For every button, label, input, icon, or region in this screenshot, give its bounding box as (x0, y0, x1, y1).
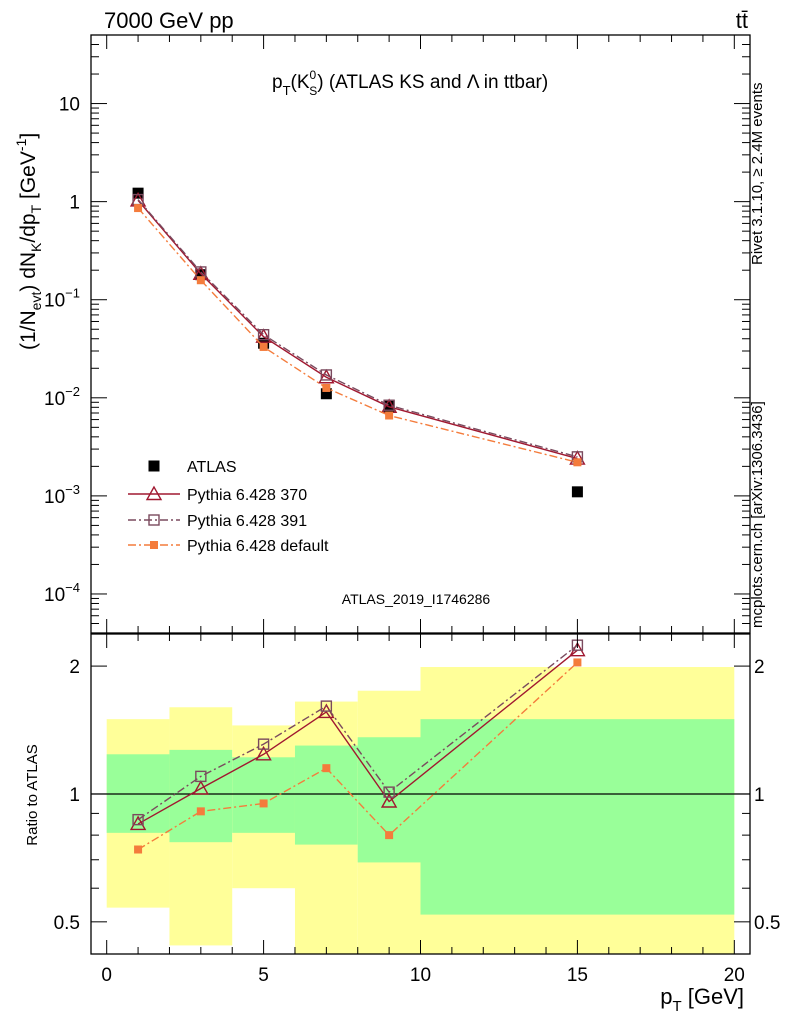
ratio-band-stat-5 (420, 719, 735, 915)
main-series-2-point-3 (320, 369, 333, 381)
ratio-series-0-point-0 (129, 815, 147, 831)
legend-marker-3 (150, 541, 158, 549)
main-series-2-point-2 (257, 328, 270, 341)
ratio-band-stat-4 (357, 737, 421, 863)
plot-title-mid-sub: S (309, 84, 317, 98)
main-series-2-line (137, 199, 578, 458)
plot-title-prefix: p (272, 72, 283, 93)
ratio-band-stat-1 (169, 749, 233, 843)
main-series-0-point-3 (320, 388, 332, 400)
ratio-ytick-label-left-1: 1 (69, 785, 80, 806)
legend-label-1: Pythia 6.428 370 (187, 487, 307, 504)
legend-label-0: ATLAS (187, 459, 237, 476)
legend-marker-2 (148, 514, 160, 526)
ratio-series-1-point-3 (320, 700, 333, 712)
ratio-xtick-label-2: 10 (410, 965, 431, 986)
main-series-3-point-3 (322, 383, 331, 392)
plot-title: pT(K0 S) (ATLAS KS and Λ in ttbar) (272, 68, 548, 98)
main-ylabel: (1/Nevt) dNK/dpT [GeV-1] (13, 133, 44, 350)
ratio-xtick-label-0: 0 (101, 965, 112, 986)
ratio-band-stat-3 (294, 745, 358, 845)
ratio-series-0-line (137, 649, 578, 825)
ratio-series-1-line (137, 644, 578, 821)
plot-title-sub: T (283, 83, 291, 98)
legend: ATLAS Pythia 6.428 370 Pythia 6.428 391 Pyt… (128, 459, 329, 555)
plot-title-suffix: ) (ATLAS KS and Λ in ttbar) (317, 72, 548, 93)
main-series-3-line (137, 207, 578, 463)
ratio-series-0-point-2 (255, 745, 272, 761)
ratio-series-2-point-5 (573, 658, 582, 667)
ratio-series-1-point-1 (195, 770, 207, 783)
main-ytick-label-5: 10−4 (44, 580, 80, 606)
main-series-1-line (137, 199, 578, 460)
ratio-series-2-point-0 (134, 845, 143, 854)
main-frame (90, 34, 751, 634)
ratio-ytick-label-right-2: 0.5 (754, 913, 780, 934)
ratio-band-stat-2 (232, 757, 295, 833)
main-ytick-label-4: 10−3 (44, 482, 80, 508)
ratio-ytick-label-right-1: 1 (754, 785, 765, 806)
ratio-series-1-point-0 (132, 813, 144, 826)
ratio-ytick-label-right-0: 2 (754, 657, 765, 678)
ratio-ylabel: Ratio to ATLAS (24, 744, 41, 845)
plot-title-mid: (K (291, 72, 310, 93)
ratio-xtick-label-3: 15 (567, 965, 588, 986)
main-series-1-point-2 (255, 328, 272, 343)
legend-label-3: Pythia 6.428 default (187, 538, 329, 555)
main-panel: 10 1 10−1 10−2 10−3 10−4 (44, 34, 751, 634)
main-series-3-point-1 (196, 276, 205, 285)
plot-title-mid-sup: 0 (310, 68, 317, 82)
energy-label: 7000 GeV pp (104, 8, 234, 33)
main-ytick-label-0: 10 (59, 95, 80, 116)
legend-marker-1 (145, 485, 163, 501)
main-series-0-point-5 (571, 486, 583, 498)
main-ytick-label-2: 10−1 (44, 286, 80, 312)
main-ytick-label-3: 10−2 (44, 384, 80, 410)
ratio-series-0-point-1 (192, 780, 210, 795)
side-label-bottom: mcplots.cern.ch [arXiv:1306.3436] (749, 401, 766, 628)
side-label-top: Rivet 3.1.10, ≥ 2.4M events (749, 83, 766, 266)
ratio-ytick-label-left-0: 2 (69, 657, 80, 678)
legend-label-2: Pythia 6.428 391 (187, 513, 307, 530)
main-series-3-point-2 (259, 342, 268, 351)
main-series-2-point-4 (383, 399, 395, 411)
ratio-series-0-point-4 (380, 793, 398, 808)
ratio-series-1-point-4 (383, 786, 395, 798)
ratio-series-2-line (137, 661, 578, 851)
ratio-series-2-point-3 (322, 764, 331, 773)
ratio-series-0-point-5 (569, 641, 586, 657)
ratio-xtick-label-4: 20 (724, 965, 745, 986)
ratio-frame (90, 633, 751, 955)
ratio-xlabel: pT [GeV] (660, 984, 744, 1015)
main-series-3-point-4 (385, 411, 394, 420)
main-ytick-label-1: 1 (69, 193, 80, 214)
process-label: tt̄ (736, 8, 748, 33)
ratio-series-2-point-1 (196, 807, 205, 816)
ratio-series-2-point-4 (385, 831, 394, 840)
ratio-series-2-point-2 (259, 799, 268, 808)
legend-marker-0 (148, 460, 160, 472)
ratio-xtick-label-1: 5 (258, 965, 269, 986)
ratio-ytick-label-left-2: 0.5 (54, 913, 80, 934)
analysis-id: ATLAS_2019_I1746286 (342, 591, 491, 607)
ratio-panel: 0 5 10 15 20 2 2 1 1 0.5 0.5 (54, 633, 780, 986)
main-series-3-point-5 (573, 458, 582, 467)
ratio-series-1-point-2 (257, 738, 270, 750)
main-series-3-point-0 (134, 204, 143, 213)
